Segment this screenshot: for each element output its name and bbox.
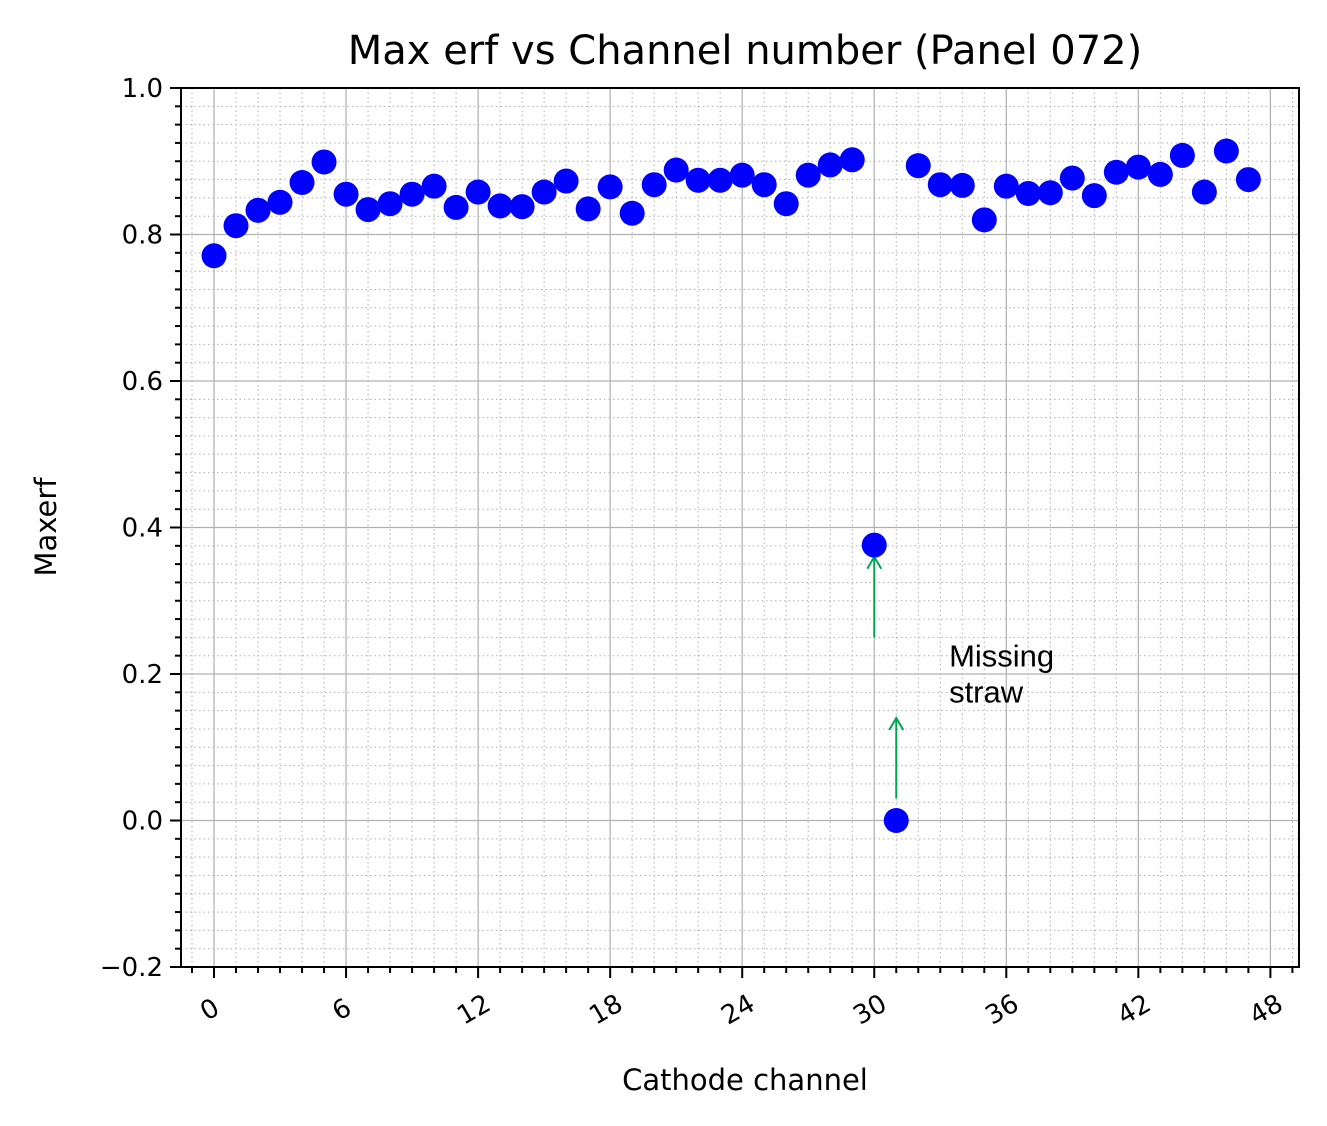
- data-point: [927, 172, 953, 198]
- data-point: [377, 191, 403, 217]
- data-point: [355, 197, 381, 223]
- annotation-line: Missing: [949, 639, 1054, 674]
- data-point: [1169, 142, 1195, 168]
- data-point: [465, 179, 491, 205]
- data-point: [949, 172, 975, 198]
- x-axis-label: Cathode channel: [622, 1063, 868, 1097]
- data-point: [201, 243, 227, 269]
- data-point: [597, 174, 623, 200]
- data-point: [993, 173, 1019, 199]
- y-tick-label: 0.0: [122, 807, 163, 837]
- data-point: [333, 181, 359, 207]
- data-point: [795, 162, 821, 188]
- data-point: [883, 808, 909, 833]
- chart-title: Max erf vs Channel number (Panel 072): [348, 28, 1142, 74]
- data-point: [223, 213, 249, 239]
- y-tick-label: −0.2: [100, 953, 163, 983]
- x-tick-label: 24: [716, 989, 760, 1032]
- data-point: [399, 181, 425, 207]
- annotation-text: Missing straw: [949, 639, 1054, 710]
- data-points: [201, 138, 1261, 833]
- data-point: [773, 191, 799, 217]
- x-tick-label: 18: [584, 989, 628, 1032]
- axis-ticks: [170, 87, 1294, 978]
- data-point: [817, 152, 843, 178]
- annotation-line: straw: [949, 675, 1024, 710]
- y-tick-label: 0.6: [122, 367, 163, 397]
- data-point: [1037, 180, 1063, 206]
- data-point: [1191, 179, 1217, 205]
- annotations: Missing straw: [866, 554, 1054, 799]
- annotation-arrow: [866, 554, 883, 638]
- data-point: [487, 193, 513, 219]
- data-point: [1125, 154, 1151, 180]
- data-point: [971, 207, 997, 233]
- data-point: [685, 167, 711, 193]
- x-tick-label: 12: [452, 989, 496, 1032]
- data-point: [267, 189, 293, 215]
- plot-frame: [180, 87, 1300, 968]
- data-point: [553, 168, 579, 194]
- data-point: [641, 172, 667, 198]
- data-point: [421, 173, 447, 199]
- x-tick-label: 0: [195, 993, 224, 1027]
- data-point: [1213, 138, 1239, 164]
- data-point: [531, 179, 557, 205]
- data-point: [289, 169, 315, 195]
- minor-grid: [181, 88, 1299, 967]
- data-point: [311, 149, 337, 175]
- data-point: [729, 162, 755, 188]
- data-point: [1081, 183, 1107, 209]
- data-point: [839, 147, 865, 173]
- data-point: [861, 532, 887, 558]
- y-tick-label: 0.4: [122, 514, 163, 544]
- y-tick-label: 0.8: [122, 221, 163, 251]
- data-point: [707, 167, 733, 193]
- major-grid: [181, 87, 1299, 968]
- data-point: [751, 172, 777, 198]
- x-tick-label: 42: [1113, 989, 1157, 1032]
- data-point: [663, 157, 689, 183]
- arrow-head: [888, 715, 905, 731]
- data-point: [905, 153, 931, 179]
- x-tick-label: 36: [980, 989, 1024, 1032]
- data-point: [619, 200, 645, 226]
- data-point: [1059, 165, 1085, 191]
- y-tick-label: 1.0: [122, 74, 163, 104]
- data-point: [575, 196, 601, 222]
- data-point: [245, 197, 271, 223]
- data-point: [1103, 159, 1129, 185]
- data-point: [509, 194, 535, 220]
- data-point: [443, 194, 469, 220]
- axis-tick-labels: 0 6 12 18 24 30 36 42 48 −0.2 0.0 0.2 0.4 0.6 0.8 1.0: [100, 74, 1288, 1031]
- data-point: [1235, 167, 1261, 193]
- x-tick-label: 30: [848, 989, 892, 1032]
- y-axis-label: Maxerf: [29, 477, 63, 577]
- data-point: [1015, 180, 1041, 206]
- y-tick-label: 0.2: [122, 660, 163, 690]
- annotation-arrow: [888, 715, 905, 799]
- x-tick-label: 6: [327, 993, 356, 1027]
- data-point: [1147, 161, 1173, 187]
- x-tick-label: 48: [1245, 989, 1289, 1032]
